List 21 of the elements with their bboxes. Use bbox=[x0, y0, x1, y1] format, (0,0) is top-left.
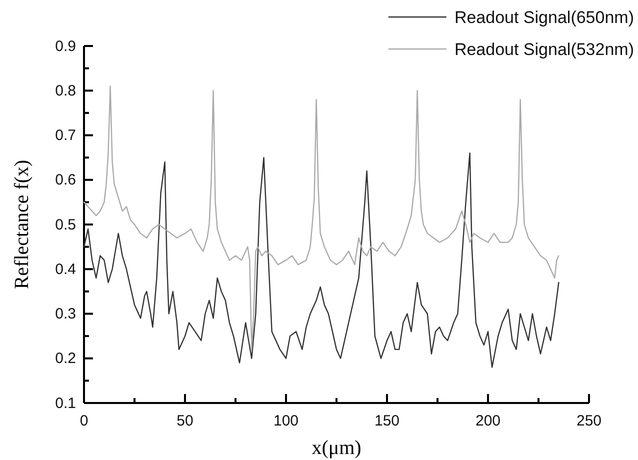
y-tick-label: 0.4 bbox=[55, 260, 76, 278]
y-tick-label: 0.1 bbox=[55, 394, 76, 412]
y-tick-label: 0.5 bbox=[55, 216, 76, 234]
line-series bbox=[83, 86, 560, 350]
y-tick-label: 0.8 bbox=[55, 82, 76, 100]
x-tick-label: 0 bbox=[80, 412, 88, 430]
x-tick-label: 100 bbox=[273, 412, 299, 430]
x-tick-label: 50 bbox=[176, 412, 194, 430]
y-tick-label: 0.3 bbox=[55, 306, 76, 323]
legend-label: Readout Signal(532nm) bbox=[454, 40, 634, 59]
x-tick-label: 150 bbox=[374, 412, 400, 430]
x-tick-label: 200 bbox=[475, 412, 501, 430]
y-tick-label: 0.6 bbox=[55, 172, 76, 189]
x-tick-label: 250 bbox=[576, 412, 602, 430]
y-tick-label: 0.2 bbox=[55, 350, 76, 368]
legend-label: Readout Signal(650nm) bbox=[454, 8, 634, 27]
y-tick-label: 0.9 bbox=[55, 38, 76, 55]
x-axis-title: x(μm) bbox=[312, 437, 362, 459]
line-series bbox=[83, 152, 560, 368]
y-axis-title: Reflectance f(x) bbox=[11, 160, 33, 290]
y-tick-label: 0.7 bbox=[55, 127, 76, 144]
